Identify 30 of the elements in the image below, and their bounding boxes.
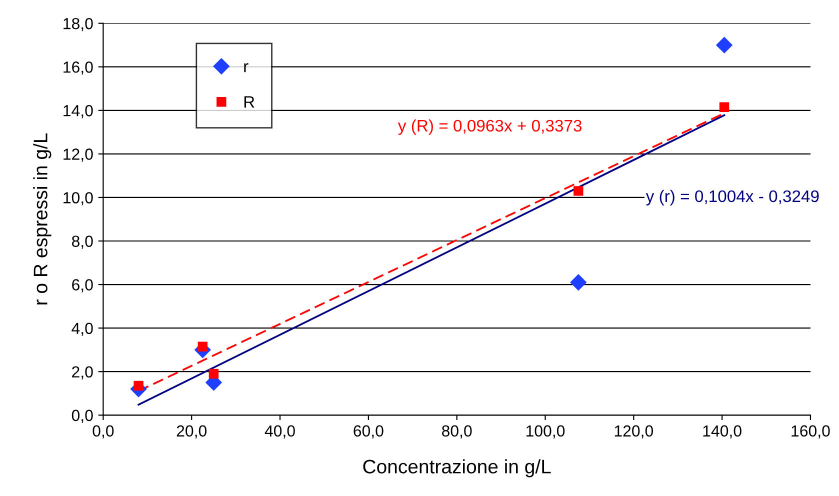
y-tick-label: 16,0 (64, 61, 93, 75)
y-tick-label: 14,0 (64, 105, 93, 118)
x-tick-label: 100,0 (526, 425, 565, 438)
x-tick-label: 60,0 (354, 425, 384, 438)
y-tick-label: 8,0 (72, 236, 93, 249)
x-tick-label: 80,0 (442, 425, 472, 438)
x-axis-title: Concentrazione in g/L (363, 459, 551, 478)
y-tick-label: 0,0 (72, 410, 93, 423)
y-tick-label: 18,0 (64, 18, 93, 32)
point (208, 368, 219, 379)
point (570, 274, 586, 290)
y-axis-title: r o R espressi in g/L (33, 133, 52, 304)
x-tick-label: 160,0 (792, 425, 830, 438)
point (716, 37, 732, 54)
x-tick-label: 0,0 (92, 425, 114, 438)
x-tick-label: 140,0 (703, 425, 742, 438)
legend-label: r (244, 63, 248, 72)
legend-label: R (244, 96, 254, 108)
y-tick-label: 10,0 (64, 192, 93, 206)
y-tick-label: 12,0 (64, 148, 93, 162)
y-tick-label: 2,0 (72, 366, 93, 380)
x-tick-label: 20,0 (176, 425, 207, 438)
annotation: y (r) = 0,1004x - 0,3249 (646, 190, 819, 206)
point (719, 102, 730, 112)
y-tick-label: 4,0 (72, 322, 93, 336)
x-tick-label: 120,0 (614, 425, 654, 438)
x-tick-label: 40,0 (264, 425, 295, 438)
point (574, 186, 584, 196)
annotation: y (R) = 0,0963x + 0,3373 (398, 119, 582, 135)
y-tick-label: 6,0 (72, 279, 93, 292)
